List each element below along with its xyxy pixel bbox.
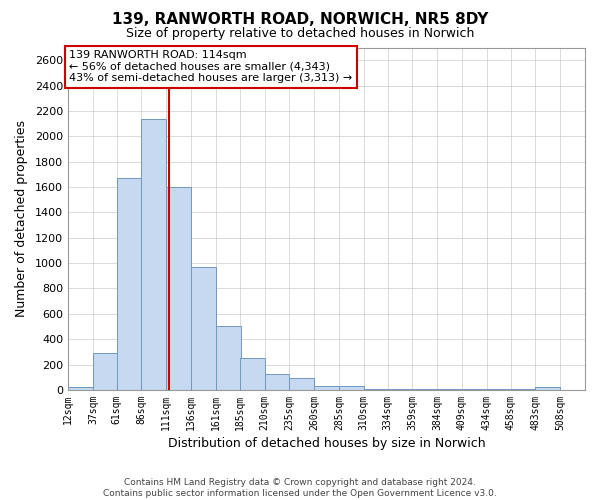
Bar: [191, 267, 216, 390]
X-axis label: Distribution of detached houses by size in Norwich: Distribution of detached houses by size …: [168, 437, 485, 450]
Bar: [142, 118, 166, 390]
Y-axis label: Number of detached properties: Number of detached properties: [15, 120, 28, 317]
Bar: [265, 374, 289, 390]
Text: Contains HM Land Registry data © Crown copyright and database right 2024.
Contai: Contains HM Land Registry data © Crown c…: [103, 478, 497, 498]
Bar: [166, 187, 191, 390]
Bar: [289, 378, 314, 390]
Bar: [535, 388, 560, 390]
Bar: [240, 358, 265, 390]
Text: 139, RANWORTH ROAD, NORWICH, NR5 8DY: 139, RANWORTH ROAD, NORWICH, NR5 8DY: [112, 12, 488, 28]
Bar: [116, 178, 142, 390]
Bar: [68, 388, 93, 390]
Bar: [93, 352, 118, 390]
Bar: [216, 326, 241, 390]
Bar: [314, 386, 339, 390]
Text: 139 RANWORTH ROAD: 114sqm
← 56% of detached houses are smaller (4,343)
43% of se: 139 RANWORTH ROAD: 114sqm ← 56% of detac…: [69, 50, 352, 83]
Bar: [339, 386, 364, 390]
Text: Size of property relative to detached houses in Norwich: Size of property relative to detached ho…: [126, 28, 474, 40]
